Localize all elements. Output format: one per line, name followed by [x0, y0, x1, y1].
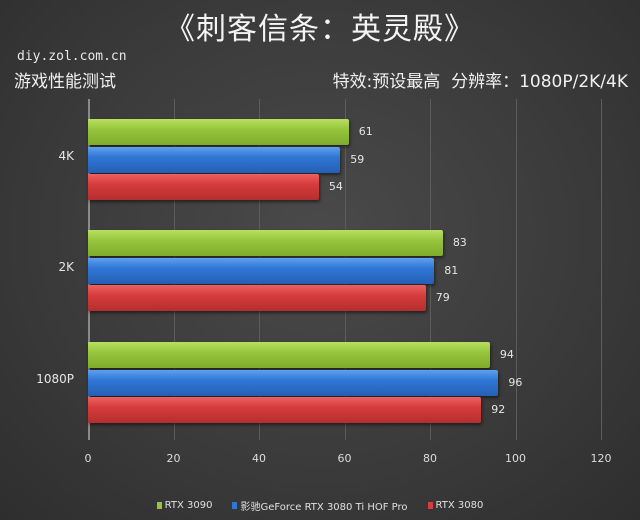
- legend-label: RTX 3080: [435, 500, 484, 511]
- chart-subtitle: 游戏性能测试: [14, 72, 116, 92]
- bar: [88, 285, 426, 311]
- x-tick-label: 80: [423, 452, 437, 465]
- bar: [88, 342, 490, 368]
- legend-label: 影驰GeForce RTX 3080 Ti HOF Pro: [240, 502, 408, 513]
- test-settings: 特效:预设最高 分辨率：1080P/2K/4K: [332, 72, 628, 92]
- x-tick-label: 20: [166, 452, 181, 465]
- value-label: 61: [358, 125, 373, 138]
- bar: [88, 257, 435, 284]
- category-label: 2K: [58, 260, 74, 274]
- bar: [88, 119, 349, 145]
- x-tick-label: 0: [84, 452, 92, 465]
- legend-label: RTX 3090: [164, 500, 213, 511]
- value-label: 83: [452, 236, 467, 249]
- legend-swatch-icon: [232, 502, 238, 509]
- legend: RTX 3090 影驰GeForce RTX 3080 Ti HOF Pro RTX…: [0, 498, 640, 513]
- bar: [88, 146, 341, 173]
- value-label: 92: [491, 403, 506, 416]
- x-tick-label: 120: [590, 452, 612, 465]
- category-label: 4K: [58, 149, 74, 163]
- value-label: 94: [499, 348, 514, 361]
- value-label: 96: [508, 375, 523, 389]
- value-label: 54: [328, 180, 343, 193]
- x-tick-label: 100: [505, 452, 526, 465]
- x-tick-label: 40: [252, 452, 266, 465]
- chart-title: 《刺客信条：英灵殿》: [165, 12, 475, 47]
- legend-swatch-icon: [156, 502, 162, 509]
- legend-swatch-icon: [427, 502, 433, 509]
- plot-area: 61 59 54 83 81 79 94 96 92: [88, 99, 602, 440]
- value-label: 59: [350, 152, 365, 166]
- legend-item: 影驰GeForce RTX 3080 Ti HOF Pro: [232, 498, 408, 513]
- legend-item: RTX 3090: [156, 498, 213, 513]
- value-label: 81: [444, 263, 459, 277]
- category-label: 1080P: [36, 372, 74, 386]
- gridline: [515, 99, 517, 440]
- site-watermark: diy.zol.com.cn: [17, 49, 127, 64]
- bar: [88, 369, 499, 396]
- gridline: [601, 99, 602, 440]
- bar: [88, 397, 482, 423]
- bar: [88, 174, 319, 200]
- bar: [88, 230, 443, 256]
- x-tick-label: 60: [337, 452, 352, 465]
- value-label: 79: [435, 291, 450, 304]
- legend-item: RTX 3080: [427, 498, 484, 513]
